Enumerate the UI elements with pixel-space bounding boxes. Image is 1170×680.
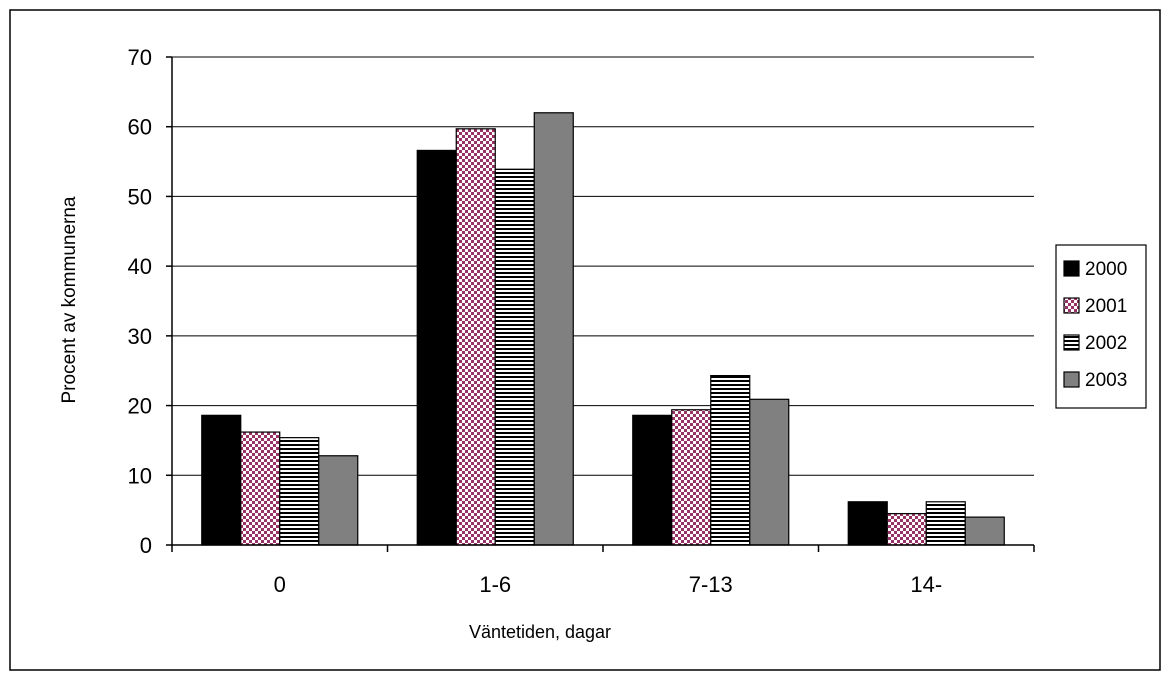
y-tick-label-60: 60	[128, 115, 152, 140]
bar-2001-7-13	[671, 409, 712, 546]
bar-2003-7-13	[749, 398, 790, 546]
y-tick-label-0: 0	[140, 533, 152, 558]
bar-2001-1-6	[455, 128, 496, 546]
legend: 2000 2001 2002 2003	[1055, 244, 1147, 409]
bar-2003-1-6	[533, 112, 574, 546]
bars	[201, 112, 1005, 546]
y-tick-label-50: 50	[128, 184, 152, 209]
y-tick-label-40: 40	[128, 254, 152, 279]
bar-2000-1-6	[416, 149, 457, 546]
bar-2000-0	[201, 414, 242, 546]
axes	[166, 56, 1035, 552]
y-tick-label-10: 10	[128, 463, 152, 488]
x-tick-labels: 0 1-6 7-13 14-	[274, 572, 943, 597]
legend-swatch-2000	[1063, 260, 1080, 277]
bar-2001-14-	[886, 513, 927, 546]
bar-2000-14-	[847, 501, 888, 546]
chart-border	[9, 9, 1161, 671]
bar-2003-0	[318, 455, 359, 546]
bar-2002-14-	[925, 501, 966, 546]
bar-2002-0	[279, 437, 320, 546]
x-axis-title: Väntetiden, dagar	[469, 622, 611, 642]
legend-label-2002: 2002	[1085, 333, 1127, 354]
x-tick-label-14-: 14-	[910, 572, 942, 597]
legend-swatch-2002	[1063, 334, 1080, 351]
x-tick-label-7-13: 7-13	[689, 572, 733, 597]
x-tick-label-1-6: 1-6	[479, 572, 511, 597]
y-axis-title: Procent av kommunerna	[59, 196, 80, 403]
bar-2000-7-13	[632, 414, 673, 546]
bar-2001-0	[240, 431, 281, 546]
y-tick-labels: 0 10 20 30 40 50 60 70	[128, 45, 152, 558]
legend-label-2003: 2003	[1085, 370, 1127, 391]
bar-2002-1-6	[494, 168, 535, 546]
bar-2003-14-	[964, 516, 1005, 546]
y-tick-label-20: 20	[128, 394, 152, 419]
legend-label-2000: 2000	[1085, 259, 1127, 280]
legend-swatch-2001	[1063, 297, 1080, 314]
x-tick-label-0: 0	[274, 572, 286, 597]
y-tick-label-30: 30	[128, 324, 152, 349]
y-tick-label-70: 70	[128, 45, 152, 70]
legend-label-2001: 2001	[1085, 296, 1127, 317]
bar-2002-7-13	[710, 374, 751, 546]
legend-swatch-2003	[1063, 371, 1080, 388]
gridlines	[172, 56, 1034, 476]
